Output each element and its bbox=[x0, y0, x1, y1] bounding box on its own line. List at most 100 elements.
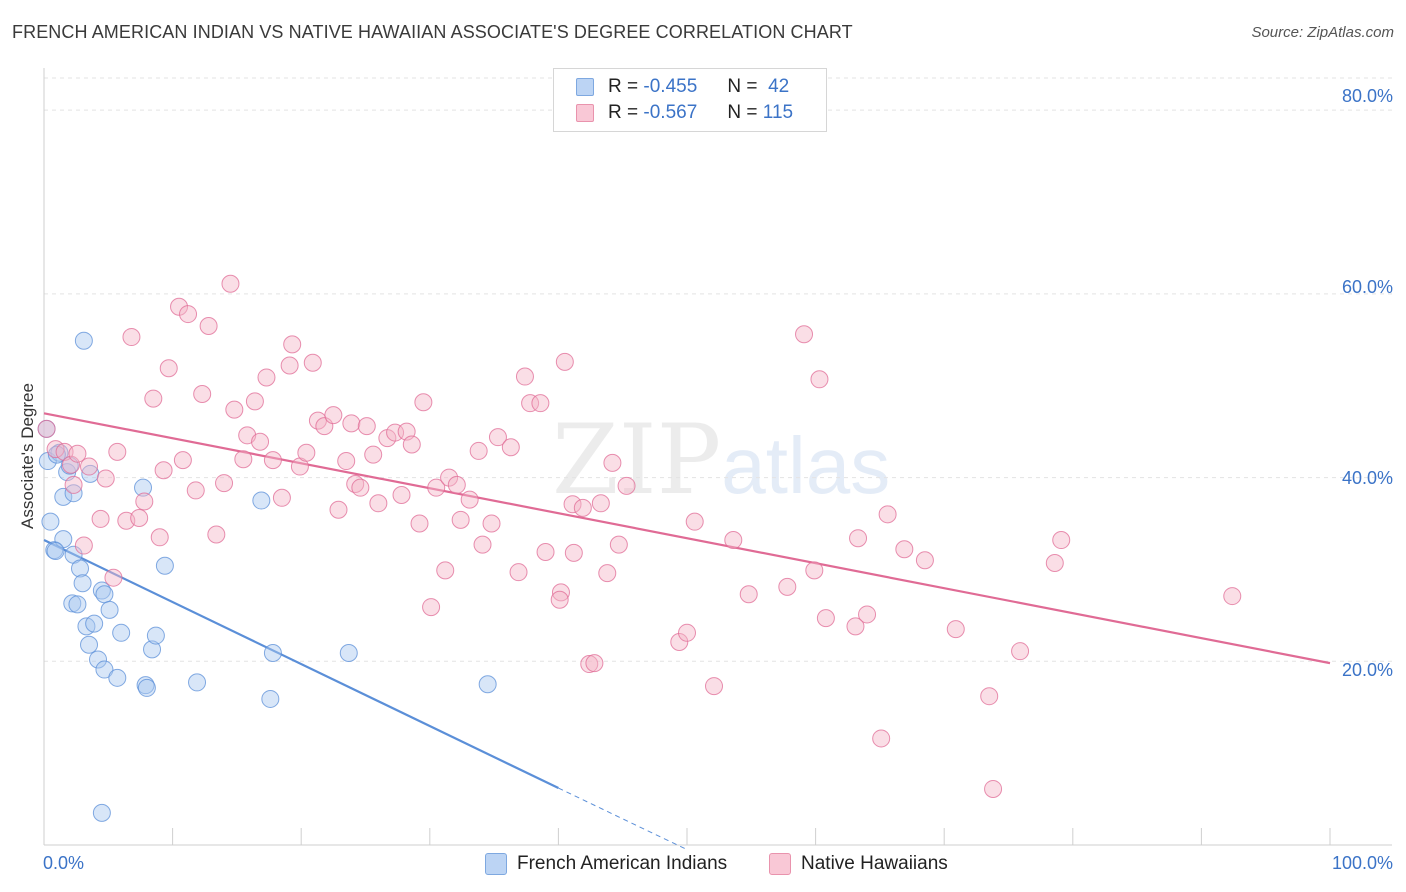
native-hawaiian-point-11 bbox=[108, 442, 127, 461]
native-hawaiian-point-48 bbox=[346, 475, 365, 494]
series-label: French American Indians bbox=[517, 853, 728, 874]
french-american-indian-point-23 bbox=[92, 803, 111, 822]
native-hawaiian-point-71 bbox=[501, 438, 520, 457]
source-credit: Source: ZipAtlas.com bbox=[1251, 24, 1394, 41]
french-american-indian-point-35 bbox=[252, 491, 271, 510]
native-hawaiian-point-100 bbox=[816, 609, 835, 628]
legend-r-label: R = bbox=[608, 102, 639, 123]
native-hawaiian-point-37 bbox=[280, 356, 299, 375]
series-legend-native-hawaiians: Native Hawaiians bbox=[769, 851, 948, 877]
native-hawaiian-point-13 bbox=[122, 328, 141, 347]
correlation-legend: R = -0.455 N = 42 R = -0.567 N = 115 bbox=[553, 68, 827, 132]
french-american-indian-point-15 bbox=[74, 331, 93, 350]
french-american-indian-trend-line bbox=[43, 539, 559, 790]
native-hawaiian-point-78 bbox=[550, 590, 569, 609]
native-hawaiian-point-27 bbox=[215, 474, 234, 493]
native-hawaiian-point-92 bbox=[685, 512, 704, 531]
native-hawaiian-point-59 bbox=[414, 393, 433, 412]
native-hawaiian-point-33 bbox=[251, 432, 270, 451]
y-tick-label-60: 60.0% bbox=[1341, 277, 1393, 297]
native-hawaiian-point-35 bbox=[263, 451, 282, 470]
native-hawaiian-point-24 bbox=[193, 384, 212, 403]
french-american-indian-point-5 bbox=[54, 487, 73, 506]
native-hawaiian-point-29 bbox=[225, 400, 244, 419]
french-american-indian-point-37 bbox=[263, 644, 282, 663]
native-hawaiian-point-98 bbox=[805, 561, 824, 580]
native-hawaiian-point-67 bbox=[469, 441, 488, 460]
legend-swatch-pink bbox=[576, 104, 594, 122]
native-hawaiian-point-74 bbox=[521, 394, 540, 413]
french-american-indian-point-36 bbox=[261, 689, 280, 708]
french-american-indian-point-19 bbox=[85, 614, 104, 633]
native-hawaiian-point-85 bbox=[591, 494, 610, 513]
series-label: Native Hawaiians bbox=[801, 853, 948, 874]
native-hawaiian-point-91 bbox=[678, 623, 696, 642]
native-hawaiian-point-95 bbox=[739, 585, 758, 604]
native-hawaiian-point-38 bbox=[283, 335, 302, 354]
native-hawaiian-point-55 bbox=[392, 486, 411, 505]
native-hawaiian-point-110 bbox=[984, 779, 1003, 798]
legend-row-native-hawaiians: R = -0.567 N = 115 bbox=[576, 100, 793, 126]
watermark-zip: ZIP bbox=[552, 404, 722, 516]
legend-r-label: R = bbox=[608, 76, 639, 97]
native-hawaiian-point-9 bbox=[96, 469, 115, 488]
y-tick-label-80: 80.0% bbox=[1341, 86, 1393, 106]
legend-n-label: N = bbox=[727, 102, 758, 123]
native-hawaiian-point-32 bbox=[245, 392, 264, 411]
native-hawaiian-point-112 bbox=[1045, 554, 1064, 573]
native-hawaiian-point-57 bbox=[402, 435, 421, 454]
french-american-indian-point-30 bbox=[137, 678, 156, 697]
legend-n-value: 115 bbox=[762, 102, 794, 123]
native-hawaiian-point-58 bbox=[410, 514, 429, 533]
native-hawaiian-point-36 bbox=[272, 488, 291, 507]
native-hawaiian-point-107 bbox=[915, 551, 934, 570]
native-hawaiian-point-87 bbox=[603, 453, 622, 472]
gridlines bbox=[44, 77, 1392, 662]
french-american-indian-point-38 bbox=[339, 644, 358, 663]
french-american-indian-point-22 bbox=[95, 585, 114, 604]
native-hawaiian-point-45 bbox=[329, 500, 348, 519]
native-hawaiian-point-86 bbox=[598, 564, 617, 583]
native-hawaiian-point-70 bbox=[488, 428, 507, 447]
native-hawaiian-point-5 bbox=[68, 444, 87, 463]
native-hawaiian-point-14 bbox=[130, 508, 149, 527]
french-american-indian-point-13 bbox=[71, 559, 90, 578]
french-american-indian-point-26 bbox=[108, 668, 127, 687]
native-hawaiian-point-105 bbox=[878, 505, 897, 524]
native-hawaiian-point-8 bbox=[91, 509, 110, 528]
watermark: ZIPatlas bbox=[552, 404, 890, 516]
chart-title: FRENCH AMERICAN INDIAN VS NATIVE HAWAIIA… bbox=[12, 22, 853, 42]
native-hawaiian-point-23 bbox=[186, 481, 205, 500]
native-hawaiian-point-3 bbox=[62, 455, 81, 474]
french-american-indian-point-20 bbox=[89, 650, 108, 669]
legend-swatch-blue bbox=[576, 78, 594, 96]
native-hawaiian-point-109 bbox=[980, 687, 999, 706]
french-american-indian-point-24 bbox=[95, 660, 114, 679]
series-swatch-pink bbox=[769, 853, 791, 875]
native-hawaiian-point-19 bbox=[159, 359, 178, 378]
french-american-indian-point-33 bbox=[155, 556, 174, 575]
native-hawaiian-point-108 bbox=[946, 620, 965, 639]
native-hawaiian-point-80 bbox=[563, 495, 582, 514]
native-hawaiian-point-30 bbox=[234, 450, 253, 469]
native-hawaiian-point-6 bbox=[74, 536, 93, 555]
native-hawaiian-point-79 bbox=[555, 352, 574, 371]
axes bbox=[43, 68, 1392, 846]
legend-r-value: -0.567 bbox=[643, 102, 698, 123]
native-hawaiian-point-40 bbox=[297, 443, 316, 462]
native-hawaiian-point-20 bbox=[170, 297, 189, 316]
native-hawaiian-point-41 bbox=[303, 353, 322, 372]
y-tick-label-40: 40.0% bbox=[1341, 468, 1393, 488]
french-american-indian-point-39 bbox=[478, 675, 497, 694]
french-american-indian-point-34 bbox=[188, 673, 207, 692]
native-hawaiian-point-101 bbox=[846, 617, 865, 636]
native-hawaiian-point-7 bbox=[80, 457, 99, 476]
trend-lines bbox=[43, 412, 1331, 851]
french-american-indian-point-27 bbox=[112, 623, 131, 642]
native-hawaiian-point-114 bbox=[1223, 587, 1242, 606]
native-hawaiian-point-25 bbox=[199, 317, 218, 336]
native-hawaiian-point-66 bbox=[460, 490, 479, 509]
native-hawaiian-point-28 bbox=[221, 274, 240, 293]
native-hawaiian-trend-line bbox=[43, 412, 1331, 665]
